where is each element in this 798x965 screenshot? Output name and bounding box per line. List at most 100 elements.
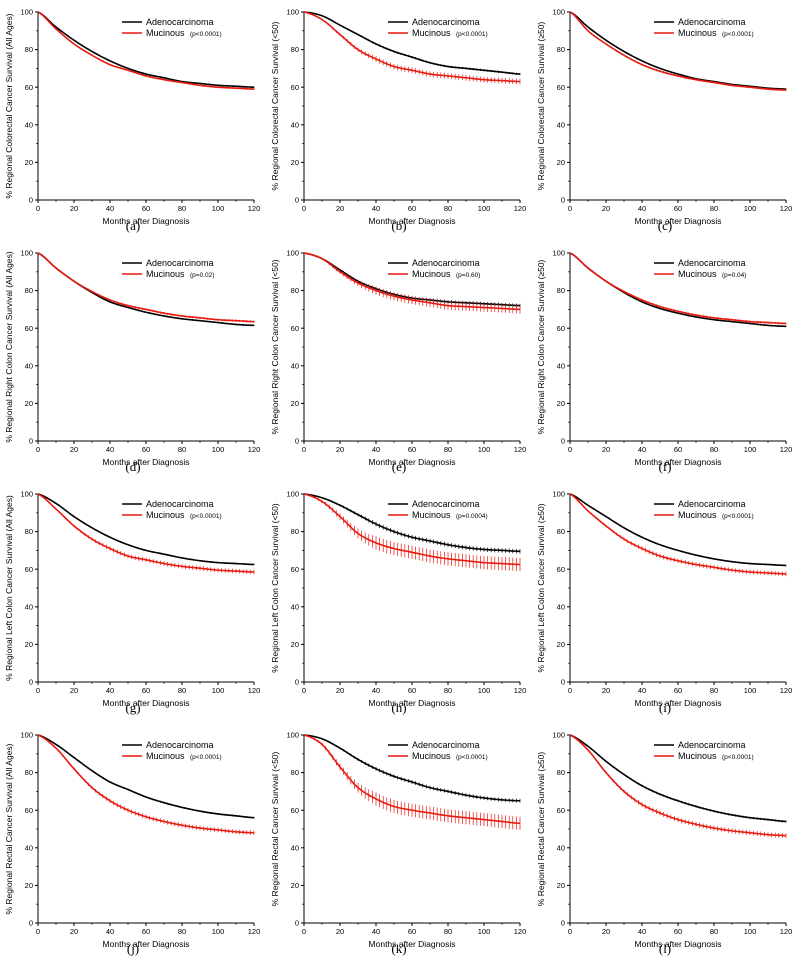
x-tick-label: 40 xyxy=(638,204,646,213)
survival-chart: 0 20 40 60 80 100 120 0 20 40 60 80 100 Months after … xyxy=(270,8,526,226)
y-tick-label: 20 xyxy=(25,640,33,649)
y-tick-label: 60 xyxy=(291,83,299,92)
x-tick-label: 40 xyxy=(372,927,380,936)
x-tick-label: 120 xyxy=(780,445,793,454)
legend-label: Adenocarcinoma xyxy=(678,740,746,750)
x-tick-label: 60 xyxy=(142,445,150,454)
survival-line xyxy=(303,734,521,825)
x-tick-label: 120 xyxy=(780,927,793,936)
y-tick-label: 40 xyxy=(291,843,299,852)
y-tick-label: 100 xyxy=(20,490,33,499)
x-tick-label: 100 xyxy=(478,927,491,936)
x-tick-label: 0 xyxy=(568,686,572,695)
x-tick-label: 40 xyxy=(638,927,646,936)
chart-panel: 0 20 40 60 80 100 120 0 20 40 60 80 100 Months after … xyxy=(266,723,532,964)
x-tick-label: 80 xyxy=(710,686,718,695)
series-adenocarcinoma xyxy=(303,734,521,803)
series-mucinous xyxy=(37,734,255,836)
chart-panel: 0 20 40 60 80 100 120 0 20 40 60 80 100 Months after … xyxy=(532,0,798,241)
y-axis-label: % Regional Rectal Cancer Survival (<50) xyxy=(270,751,280,906)
survival-chart: 0 20 40 60 80 100 120 0 20 40 60 80 100 Months after … xyxy=(536,490,793,708)
legend-label: Mucinous xyxy=(678,269,717,279)
x-tick-label: 100 xyxy=(744,927,757,936)
x-tick-label: 60 xyxy=(408,927,416,936)
x-tick-label: 80 xyxy=(178,686,186,695)
y-axis-label: % Regional Colorectal Cancer Survival (<… xyxy=(270,21,280,190)
legend-label: Adenocarcinoma xyxy=(412,499,480,509)
survival-line xyxy=(303,11,521,75)
y-tick-label: 20 xyxy=(557,399,565,408)
y-axis-label: % Regional Right Colon Cancer Survival (… xyxy=(270,259,280,434)
chart-panel: 0 20 40 60 80 100 120 0 20 40 60 80 100 Months after … xyxy=(266,241,532,482)
x-tick-label: 0 xyxy=(36,445,40,454)
series-adenocarcinoma xyxy=(37,493,255,566)
y-tick-label: 20 xyxy=(291,158,299,167)
panel-caption: (j) xyxy=(126,941,140,956)
x-tick-label: 80 xyxy=(710,204,718,213)
x-tick-label: 120 xyxy=(514,445,527,454)
y-axis-label: % Regional Left Colon Cancer Survival (≥… xyxy=(536,503,546,672)
series-adenocarcinoma xyxy=(37,11,255,88)
x-tick-label: 100 xyxy=(212,445,225,454)
x-tick-label: 80 xyxy=(444,927,452,936)
y-axis-label: % Regional Left Colon Cancer Survival (<… xyxy=(270,503,280,673)
x-axis-label: Months after Diagnosis xyxy=(103,457,190,467)
y-tick-label: 20 xyxy=(557,158,565,167)
y-tick-label: 80 xyxy=(557,768,565,777)
x-tick-label: 40 xyxy=(638,686,646,695)
legend-label: Mucinous xyxy=(678,510,717,520)
survival-chart: 0 20 40 60 80 100 120 0 20 40 60 80 100 Months after … xyxy=(536,249,793,467)
series-mucinous xyxy=(569,11,787,92)
y-tick-label: 100 xyxy=(20,249,33,258)
y-tick-label: 20 xyxy=(291,399,299,408)
panel-caption: (k) xyxy=(391,941,407,956)
x-tick-label: 60 xyxy=(408,686,416,695)
series-mucinous xyxy=(303,11,521,85)
chart-panel: 0 20 40 60 80 100 120 0 20 40 60 80 100 Months after … xyxy=(266,482,532,723)
survival-chart: 0 20 40 60 80 100 120 0 20 40 60 80 100 Months after … xyxy=(270,490,526,708)
y-tick-label: 80 xyxy=(25,527,33,536)
panel-caption: (a) xyxy=(125,218,141,233)
y-tick-label: 80 xyxy=(25,768,33,777)
y-tick-label: 60 xyxy=(25,806,33,815)
x-tick-label: 40 xyxy=(372,445,380,454)
series-mucinous xyxy=(37,252,255,323)
series-mucinous xyxy=(303,252,521,314)
x-axis-label: Months after Diagnosis xyxy=(369,939,456,949)
y-tick-label: 0 xyxy=(29,196,33,205)
axis-lines xyxy=(569,12,786,201)
y-tick-label: 20 xyxy=(291,881,299,890)
y-axis-label: % Regional Left Colon Cancer Survival (A… xyxy=(4,495,14,681)
panel-caption: (e) xyxy=(391,459,407,474)
y-tick-label: 100 xyxy=(552,8,565,17)
y-tick-label: 80 xyxy=(291,527,299,536)
survival-line xyxy=(569,493,787,575)
p-value: (p=0.0004) xyxy=(456,513,488,520)
chart-panel: 0 20 40 60 80 100 120 0 20 40 60 80 100 Months after … xyxy=(532,723,798,964)
series-mucinous xyxy=(303,734,521,830)
survival-line xyxy=(37,11,255,88)
y-tick-label: 40 xyxy=(557,120,565,129)
y-tick-label: 20 xyxy=(557,640,565,649)
legend-label: Adenocarcinoma xyxy=(412,740,480,750)
survival-line xyxy=(569,734,787,837)
panel-caption: (f) xyxy=(658,459,672,474)
y-tick-label: 100 xyxy=(552,731,565,740)
legend-label: Adenocarcinoma xyxy=(146,17,214,27)
y-tick-label: 100 xyxy=(552,249,565,258)
x-axis-label: Months after Diagnosis xyxy=(369,698,456,708)
y-tick-label: 40 xyxy=(291,361,299,370)
y-tick-label: 60 xyxy=(25,83,33,92)
legend-label: Adenocarcinoma xyxy=(412,258,480,268)
series-mucinous xyxy=(569,493,787,577)
x-axis-label: Months after Diagnosis xyxy=(369,457,456,467)
x-tick-label: 120 xyxy=(780,686,793,695)
legend-label: Adenocarcinoma xyxy=(678,499,746,509)
x-tick-label: 0 xyxy=(568,204,572,213)
chart-panel: 0 20 40 60 80 100 120 0 20 40 60 80 100 Months after … xyxy=(532,482,798,723)
y-tick-label: 40 xyxy=(291,120,299,129)
